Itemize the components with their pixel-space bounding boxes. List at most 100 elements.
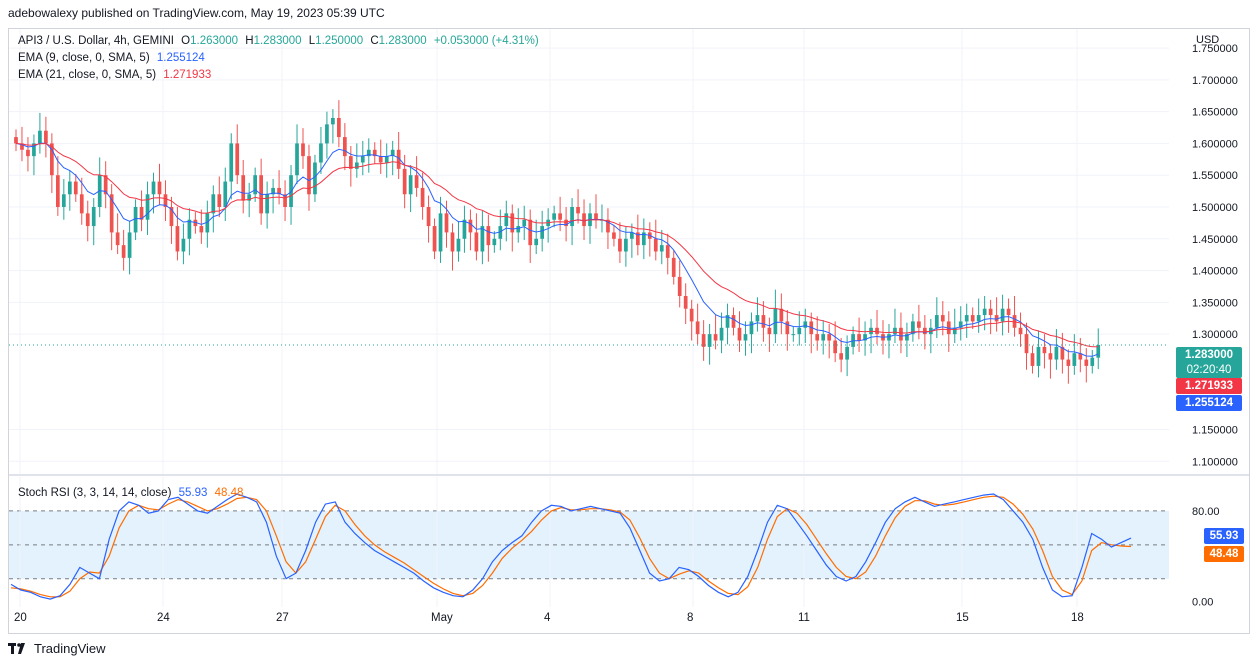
stoch-d-line — [10, 495, 1132, 598]
candle-body — [205, 213, 210, 233]
candle-body — [444, 213, 449, 233]
candle-body — [402, 168, 407, 195]
candle-body — [229, 143, 234, 182]
candle-body — [241, 175, 246, 201]
candle-body — [79, 194, 84, 214]
candle-body — [964, 315, 969, 322]
candle-body — [833, 340, 838, 354]
candle-body — [211, 194, 216, 214]
ema21-badge: 1.271933 — [1176, 378, 1242, 394]
ema21-label: EMA (21, close, 0, SMA, 5) — [18, 69, 157, 81]
candle-body — [863, 334, 867, 341]
candle-body — [301, 143, 305, 157]
candle-body — [773, 308, 778, 335]
low-label: L — [308, 35, 316, 47]
candle-body — [683, 296, 688, 309]
candle-body — [265, 194, 269, 214]
candle-body — [73, 181, 78, 195]
candle-body — [887, 334, 891, 341]
candle-body — [348, 156, 353, 169]
candle-body — [893, 327, 897, 335]
candle-body — [917, 321, 921, 328]
price-chart[interactable]: 1.750000 1.700000 1.650000 1.600000 1.550000… — [9, 29, 1249, 474]
candle-body — [875, 327, 879, 335]
candle-body — [785, 321, 790, 335]
candle-body — [665, 245, 670, 258]
tradingview-logo[interactable]: TradingView — [8, 641, 106, 656]
ema21-legend[interactable]: EMA (21, close, 0, SMA, 5) 1.271933 — [18, 69, 215, 81]
candle-body — [1072, 353, 1077, 366]
candle-body — [743, 334, 748, 341]
price-tick-label: 1.450000 — [1192, 234, 1238, 246]
candle-body — [38, 130, 42, 144]
publish-info: adebowalexy published on TradingView.com… — [8, 6, 385, 20]
candle-body — [1042, 346, 1047, 354]
candle-body — [295, 143, 299, 176]
ema9-badge: 1.255124 — [1176, 395, 1242, 411]
price-tick-label: 1.300000 — [1192, 329, 1238, 341]
candle-body — [1084, 359, 1089, 366]
ema9-label: EMA (9, close, 0, SMA, 5) — [18, 52, 150, 64]
candle-body — [450, 232, 455, 252]
open-label: O — [181, 35, 191, 47]
candle-body — [14, 137, 18, 144]
candle-body — [366, 149, 371, 157]
candle-body — [528, 219, 533, 246]
candle-body — [1030, 353, 1035, 366]
time-axis-label: 27 — [276, 612, 289, 624]
candle-body — [438, 213, 443, 252]
candle-body — [414, 175, 419, 188]
candle-body — [396, 149, 401, 169]
candle-body — [145, 194, 150, 220]
candle-body — [109, 194, 114, 233]
tradingview-icon — [8, 642, 25, 654]
time-axis-label: May — [431, 612, 453, 624]
candle-body — [594, 213, 598, 220]
candle-body — [217, 194, 222, 207]
candle-body — [187, 219, 192, 239]
chart-frame — [8, 28, 1250, 634]
stoch-legend[interactable]: Stoch RSI (3, 3, 14, 14, close) 55.93 48… — [18, 487, 247, 499]
price-tick-label: 1.550000 — [1192, 170, 1238, 182]
candle-body — [319, 143, 323, 163]
candle-body — [827, 334, 832, 341]
candle-body — [181, 238, 186, 252]
price-tick-label: 1.350000 — [1192, 297, 1238, 309]
candle-body — [857, 334, 861, 341]
symbol-title: API3 / U.S. Dollar, 4h, GEMINI — [18, 35, 174, 47]
candle-body — [630, 232, 634, 239]
stoch-rsi-chart[interactable]: 80.00 0.00 — [9, 477, 1249, 607]
candle-body — [791, 334, 796, 336]
high-value: 1.283000 — [253, 35, 302, 47]
candle-body — [803, 321, 808, 328]
candle-body — [235, 143, 240, 176]
candle-body — [343, 137, 347, 157]
candle-body — [32, 143, 36, 157]
time-axis-label: 20 — [14, 612, 27, 624]
candle-body — [277, 187, 281, 195]
ema21-line — [15, 142, 1099, 348]
candle-body — [127, 232, 132, 258]
candle-body — [283, 194, 287, 207]
candle-body — [1000, 308, 1005, 322]
candle-body — [522, 219, 527, 227]
candle-body — [701, 334, 706, 347]
stoch-tick-label: 80.00 — [1192, 506, 1220, 518]
stoch-tick-label: 0.00 — [1192, 596, 1213, 607]
candle-body — [576, 207, 580, 214]
candle-body — [1054, 346, 1059, 360]
time-axis-label: 11 — [798, 612, 810, 624]
candle-body — [1048, 353, 1053, 360]
candle-body — [468, 219, 473, 233]
price-tick-label: 1.700000 — [1192, 75, 1238, 87]
change-value: +0.053000 (+4.31%) — [433, 35, 539, 47]
candle-body — [372, 149, 377, 157]
candle-body — [91, 207, 96, 227]
candle-body — [725, 315, 730, 328]
ema21-value: 1.271933 — [163, 69, 212, 81]
ema9-legend[interactable]: EMA (9, close, 0, SMA, 5) 1.255124 — [18, 52, 209, 64]
last-price-badge: 1.283000 — [1176, 347, 1242, 363]
candle-body — [1024, 334, 1029, 354]
brand-name: TradingView — [34, 641, 106, 656]
time-axis-label: 18 — [1071, 612, 1084, 624]
